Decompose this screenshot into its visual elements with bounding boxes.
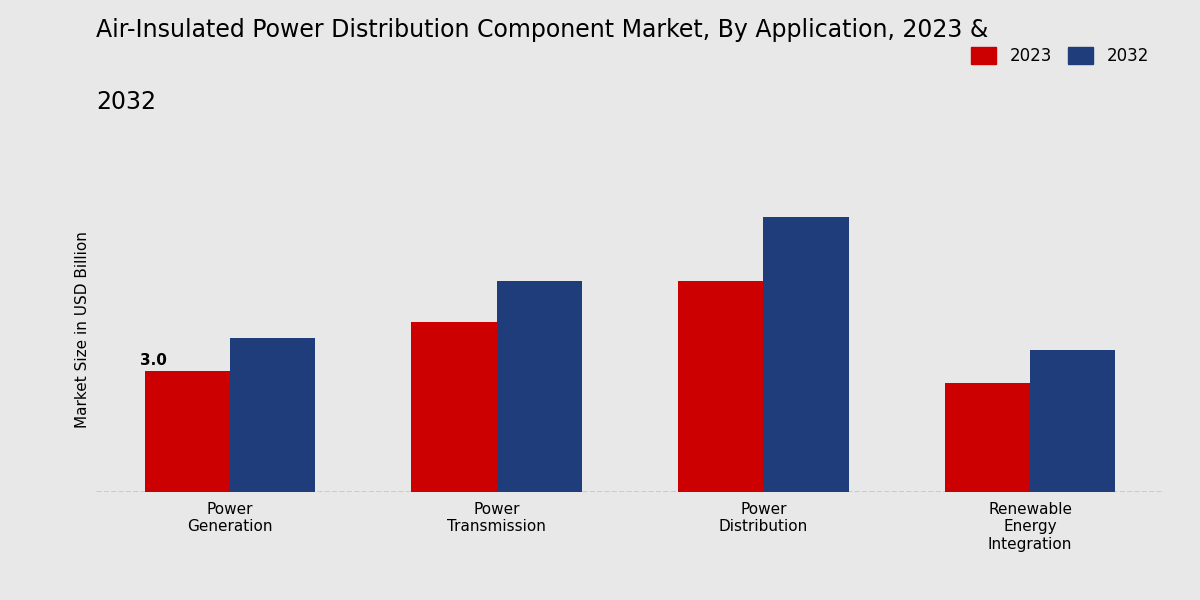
Bar bbox=[144, 370, 230, 492]
Bar bbox=[944, 383, 1030, 492]
Bar bbox=[1030, 350, 1116, 492]
Y-axis label: Market Size in USD Billion: Market Size in USD Billion bbox=[76, 232, 90, 428]
Bar bbox=[763, 217, 848, 492]
Bar bbox=[230, 338, 316, 492]
Bar bbox=[497, 281, 582, 492]
Legend: 2023, 2032: 2023, 2032 bbox=[965, 40, 1156, 72]
Bar bbox=[678, 281, 763, 492]
Bar bbox=[412, 322, 497, 492]
Text: 2032: 2032 bbox=[96, 90, 156, 114]
Text: 3.0: 3.0 bbox=[140, 353, 167, 368]
Text: Air-Insulated Power Distribution Component Market, By Application, 2023 &: Air-Insulated Power Distribution Compone… bbox=[96, 18, 989, 42]
